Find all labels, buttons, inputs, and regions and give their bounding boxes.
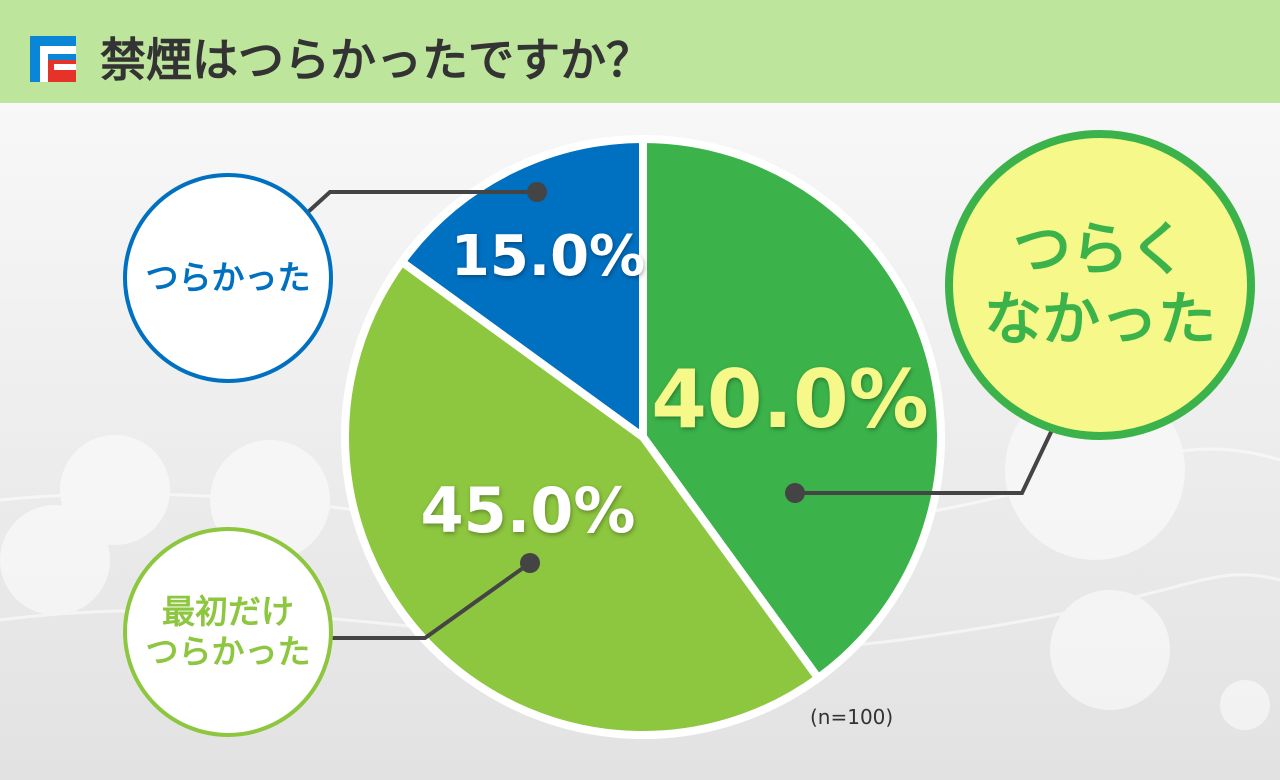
pie-slice: [396, 134, 647, 445]
chart-title: 禁煙はつらかったですか？: [100, 33, 652, 87]
pie-slice: [341, 256, 824, 739]
leader-line: [306, 190, 537, 214]
leader-dot: [520, 553, 540, 573]
category-label: つらかった: [123, 173, 333, 383]
logo: [30, 36, 76, 82]
title-band: [0, 0, 1280, 103]
sample-note: (n=100): [810, 705, 894, 729]
pie-slice: [639, 134, 945, 684]
leader-line: [795, 429, 1054, 495]
leader-line: [330, 561, 532, 640]
value-label: 15.0%: [451, 224, 645, 289]
leader-dot: [527, 182, 547, 202]
category-label: 最初だけ つらかった: [123, 527, 333, 737]
leader-dot: [785, 483, 805, 503]
value-label: 45.0%: [420, 474, 635, 547]
value-label: 40.0%: [651, 353, 929, 446]
category-label: つらく なかった: [945, 130, 1255, 440]
